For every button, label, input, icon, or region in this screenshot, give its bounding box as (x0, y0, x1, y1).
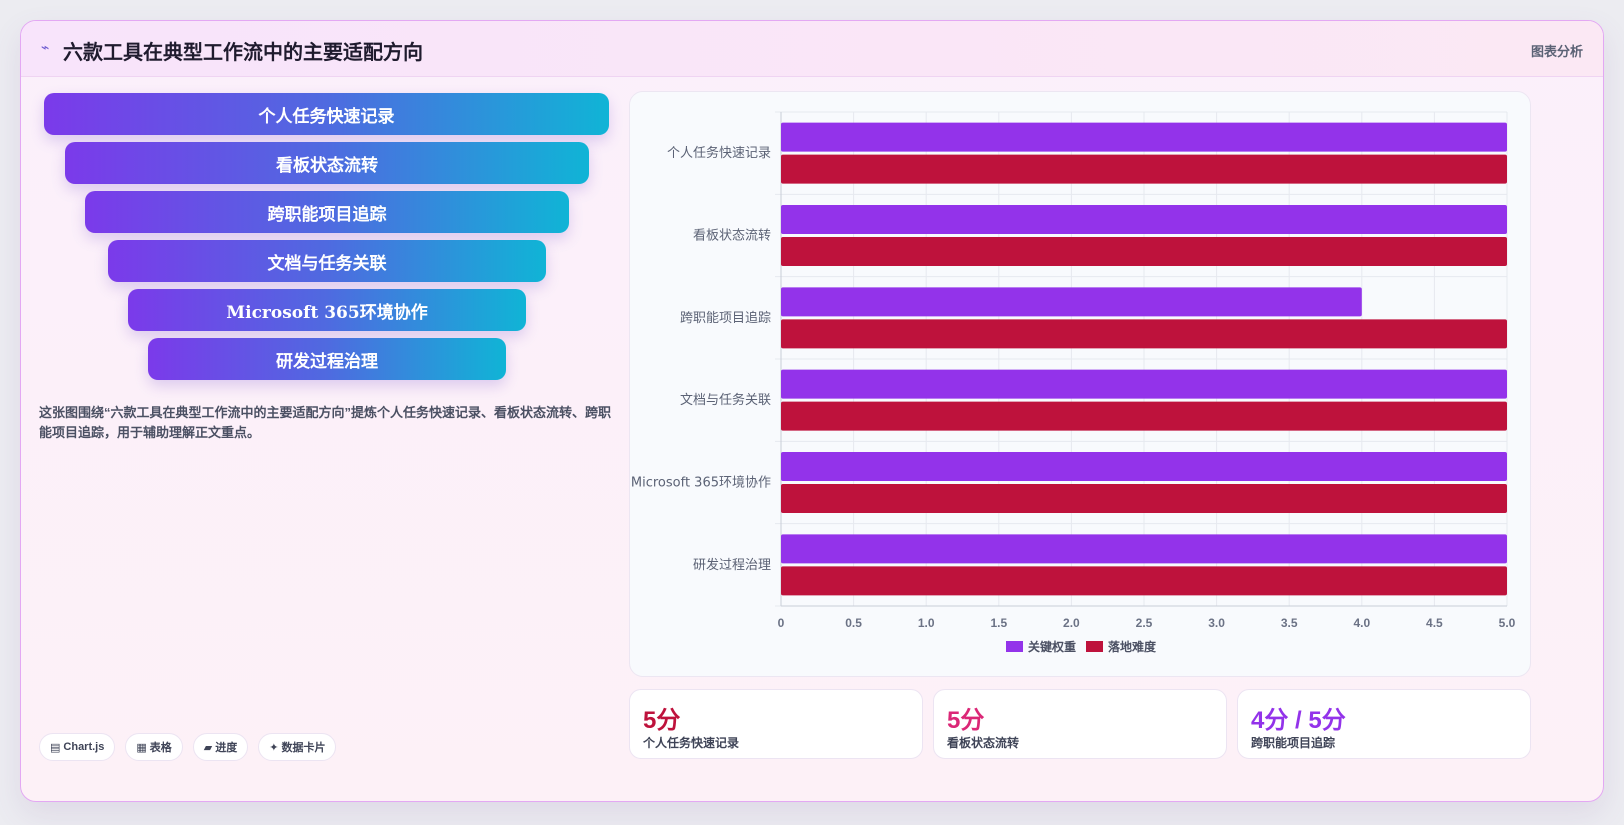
pill-chartjs[interactable]: ▤ Chart.js (39, 733, 116, 761)
pill-data-card[interactable]: ✦ 数据卡片 (258, 733, 337, 761)
bar (781, 287, 1362, 317)
y-tick-label: Microsoft 365环境协作 (631, 476, 771, 491)
legend-swatch (1006, 641, 1023, 652)
bar (781, 566, 1507, 596)
bar (781, 237, 1507, 266)
x-tick-label: 1.0 (918, 616, 935, 630)
chart-analysis-tag: 图表分析 (1530, 44, 1583, 59)
stat-value: 5分 (947, 707, 985, 734)
bar (781, 205, 1507, 234)
y-tick-label: 文档与任务关联 (680, 392, 771, 408)
main-card: ⌁ 六款工具在典型工作流中的主要适配方向 图表分析 个人任务快速记录 看板状态流… (20, 20, 1604, 802)
y-tick-label: 研发过程治理 (693, 557, 771, 573)
x-tick-label: 5.0 (1499, 616, 1516, 630)
progress-icon: ▰ (203, 741, 213, 754)
bar (781, 154, 1507, 184)
x-tick-label: 4.0 (1353, 616, 1370, 630)
chart-panel: 0 0.5 1.0 1.5 2.0 2.5 3.0 3.5 4.0 4.5 5.0 个人任务快速记录看… (629, 91, 1531, 677)
pill-label: Chart.js (63, 741, 105, 753)
legend-label: 关键权重 (1028, 639, 1076, 654)
stat-label: 看板状态流转 (947, 736, 1020, 750)
bar (781, 122, 1507, 152)
chart-line-icon: ⌁ (41, 39, 50, 55)
sparkle-icon: ✦ (269, 741, 279, 754)
x-tick-label: 1.5 (990, 616, 1007, 630)
x-tick-label: 2.0 (1063, 616, 1080, 630)
description: 这张图围绕“六款工具在典型工作流中的主要适配方向”提炼个人任务快速记录、看板状态… (39, 405, 612, 440)
stat-card: 4分 / 5分 跨职能项目追踪 (1237, 689, 1531, 759)
x-tick-label: 0.5 (845, 616, 862, 630)
bar (781, 401, 1507, 431)
y-tick-label: 跨职能项目追踪 (680, 310, 771, 326)
pill-label: 数据卡片 (281, 742, 326, 754)
x-tick-label: 2.5 (1136, 616, 1153, 630)
funnel-step: 文档与任务关联 (108, 240, 546, 282)
bar-chart: 0 0.5 1.0 1.5 2.0 2.5 3.0 3.5 4.0 4.5 5.0 个人任务快速记录看… (631, 111, 1516, 654)
pill-table[interactable]: ▦ 表格 (125, 733, 183, 761)
bar (781, 319, 1507, 349)
funnel-step: 研发过程治理 (148, 338, 506, 380)
funnel-step: 跨职能项目追踪 (85, 191, 569, 233)
bar (781, 484, 1507, 513)
page-title: 六款工具在典型工作流中的主要适配方向 (63, 42, 423, 64)
funnel-step: 看板状态流转 (65, 142, 589, 184)
funnel-step: Microsoft 365环境协作 (128, 289, 526, 331)
y-tick-label: 个人任务快速记录 (667, 145, 771, 161)
stat-value: 4分 / 5分 (1251, 707, 1346, 734)
legend-swatch (1086, 641, 1103, 652)
x-tick-label: 3.5 (1281, 616, 1298, 630)
pill-label: 表格 (149, 742, 172, 754)
stat-label: 个人任务快速记录 (643, 736, 740, 750)
stat-label: 跨职能项目追踪 (1251, 736, 1336, 750)
bar (781, 452, 1507, 481)
chart-icon: ▤ (50, 741, 61, 754)
legend-label: 落地难度 (1108, 639, 1157, 654)
table-icon: ▦ (136, 741, 147, 754)
stat-card: 5分 个人任务快速记录 (629, 689, 923, 759)
stat-value: 5分 (643, 707, 681, 734)
x-tick-label: 0 (778, 616, 785, 630)
bar (781, 369, 1507, 399)
feature-pills: ▤ Chart.js ▦ 表格 ▰ 进度 ✦ 数据卡片 (39, 733, 337, 761)
x-tick-label: 4.5 (1426, 616, 1443, 630)
stat-card: 5分 看板状态流转 (933, 689, 1227, 759)
header: ⌁ 六款工具在典型工作流中的主要适配方向 图表分析 (21, 21, 1603, 77)
x-tick-label: 3.0 (1208, 616, 1225, 630)
y-tick-label: 看板状态流转 (693, 228, 771, 244)
pill-label: 进度 (215, 742, 238, 754)
bar (781, 534, 1507, 564)
pill-progress[interactable]: ▰ 进度 (192, 733, 249, 761)
funnel-step: 个人任务快速记录 (44, 93, 609, 135)
